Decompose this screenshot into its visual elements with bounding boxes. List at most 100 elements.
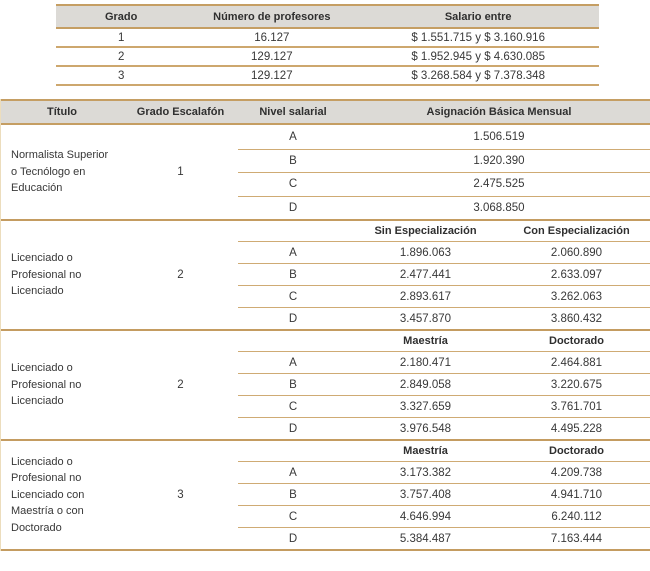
nivel-cell: C	[288, 290, 298, 303]
nivel-cell: D	[288, 201, 298, 214]
subheader-row: Maestría Doctorado	[238, 441, 650, 461]
grado-escalafon-cell: 3	[177, 489, 184, 501]
asignacion-cell: 3.220.675	[550, 378, 603, 391]
numero-cell: 129.127	[251, 50, 293, 63]
col-header-numero-profesores: Número de profesores	[213, 10, 331, 23]
level-row: B 2.849.058 3.220.675	[238, 373, 650, 395]
asignacion-cell: 2.060.890	[550, 246, 603, 259]
salario-cell: $ 3.268.584 y $ 7.378.348	[411, 69, 545, 82]
asignacion-cell: 3.757.408	[399, 488, 452, 501]
asignacion-cell: 3.761.701	[550, 400, 603, 413]
nivel-cell: B	[289, 378, 297, 391]
titulo-cell: Licenciado o Profesional no Licenciado c…	[11, 455, 85, 534]
asignacion-cell: 3.976.548	[399, 422, 452, 435]
col-header-grado-escalafon: Grado Escalafón	[136, 106, 225, 118]
titulo-cell: Licenciado o Profesional no Licenciado	[11, 362, 82, 408]
grado-escalafon-cell: 1	[177, 166, 184, 178]
subheader-con-especializacion: Con Especialización	[523, 225, 630, 237]
salary-group-normalista: Normalista Superior o Tecnólogo en Educa…	[1, 125, 650, 221]
level-row: D 5.384.487 7.163.444	[238, 527, 650, 549]
level-row: D 3.976.548 4.495.228	[238, 417, 650, 439]
level-row: B 3.757.408 4.941.710	[238, 483, 650, 505]
nivel-cell: B	[289, 154, 297, 167]
nivel-cell: D	[288, 532, 298, 545]
level-row: C 2.475.525	[238, 172, 650, 196]
numero-cell: 16.127	[254, 31, 290, 44]
salary-scale-table: Título Grado Escalafón Nivel salarial As…	[0, 99, 650, 551]
summary-header-row: Grado Número de profesores Salario entre	[56, 6, 599, 29]
nivel-cell: A	[289, 130, 297, 143]
col-header-salario-entre: Salario entre	[444, 10, 512, 23]
subheader-row: Sin Especialización Con Especialización	[238, 221, 650, 241]
grado-escalafon-cell: 2	[177, 379, 184, 391]
level-row: B 2.477.441 2.633.097	[238, 263, 650, 285]
asignacion-cell: 2.477.441	[399, 268, 452, 281]
level-row: A 2.180.471 2.464.881	[238, 351, 650, 373]
titulo-cell: Licenciado o Profesional no Licenciado	[11, 252, 82, 298]
subheader-maestria: Maestría	[403, 445, 448, 457]
asignacion-cell: 2.475.525	[473, 178, 525, 191]
asignacion-cell: 1.896.063	[399, 246, 452, 259]
col-header-titulo: Título	[47, 106, 77, 118]
asignacion-cell: 4.941.710	[550, 488, 603, 501]
asignacion-cell: 7.163.444	[550, 532, 603, 545]
asignacion-cell: 2.180.471	[399, 356, 452, 369]
grado-escalafon-cell: 2	[177, 269, 184, 281]
levels-block: Sin Especialización Con Especialización …	[238, 221, 650, 329]
nivel-cell: C	[288, 400, 298, 413]
salary-header-row: Título Grado Escalafón Nivel salarial As…	[1, 99, 650, 125]
asignacion-cell: 3.173.382	[399, 466, 452, 479]
subheader-doctorado: Doctorado	[549, 335, 604, 347]
col-header-nivel-salarial: Nivel salarial	[259, 106, 327, 118]
salary-group-licenciado-con-posgrado: Licenciado o Profesional no Licenciado c…	[1, 441, 650, 551]
table-row: 3 129.127 $ 3.268.584 y $ 7.378.348	[56, 67, 599, 86]
nivel-cell: C	[288, 178, 298, 191]
nivel-cell: A	[289, 356, 297, 369]
asignacion-cell: 4.646.994	[399, 510, 452, 523]
level-row: A 1.506.519	[238, 125, 650, 149]
level-row: B 1.920.390	[238, 148, 650, 173]
subheader-sin-especializacion: Sin Especialización	[374, 225, 477, 237]
salary-group-licenciado-maestria: Licenciado o Profesional no Licenciado 2…	[1, 331, 650, 441]
asignacion-cell: 2.464.881	[550, 356, 603, 369]
asignacion-cell: 4.495.228	[550, 422, 603, 435]
level-row: A 3.173.382 4.209.738	[238, 461, 650, 483]
asignacion-cell: 2.893.617	[399, 290, 452, 303]
salario-cell: $ 1.551.715 y $ 3.160.916	[411, 31, 545, 44]
asignacion-cell: 3.860.432	[550, 312, 603, 325]
levels-block: Maestría Doctorado A 3.173.382 4.209.738…	[238, 441, 650, 549]
level-row: A 1.896.063 2.060.890	[238, 241, 650, 263]
asignacion-cell: 1.506.519	[473, 130, 525, 143]
numero-cell: 129.127	[251, 69, 293, 82]
asignacion-cell: 6.240.112	[551, 510, 602, 523]
grado-cell: 1	[117, 31, 125, 44]
subheader-maestria: Maestría	[403, 335, 448, 347]
salary-group-licenciado-especializacion: Licenciado o Profesional no Licenciado 2…	[1, 221, 650, 331]
titulo-cell: Normalista Superior o Tecnólogo en Educa…	[11, 149, 109, 195]
asignacion-cell: 3.068.850	[473, 201, 525, 214]
nivel-cell: B	[289, 488, 297, 501]
grado-cell: 3	[117, 69, 125, 82]
level-row: C 4.646.994 6.240.112	[238, 505, 650, 527]
asignacion-cell: 3.327.659	[399, 400, 452, 413]
professors-summary-table: Grado Número de profesores Salario entre…	[56, 4, 599, 86]
asignacion-cell: 3.457.870	[399, 312, 452, 325]
nivel-cell: A	[289, 466, 297, 479]
asignacion-cell: 2.633.097	[550, 268, 603, 281]
level-row: C 3.327.659 3.761.701	[238, 395, 650, 417]
table-row: 1 16.127 $ 1.551.715 y $ 3.160.916	[56, 29, 599, 48]
subheader-doctorado: Doctorado	[549, 445, 604, 457]
asignacion-cell: 4.209.738	[550, 466, 603, 479]
levels-block: A 1.506.519 B 1.920.390 C 2.475.525 D 3.…	[238, 125, 650, 219]
asignacion-cell: 3.262.063	[550, 290, 603, 303]
level-row: C 2.893.617 3.262.063	[238, 285, 650, 307]
level-row: D 3.457.870 3.860.432	[238, 307, 650, 329]
nivel-cell: C	[288, 510, 298, 523]
grado-cell: 2	[117, 50, 125, 63]
asignacion-cell: 1.920.390	[473, 154, 525, 167]
nivel-cell: D	[288, 422, 298, 435]
levels-block: Maestría Doctorado A 2.180.471 2.464.881…	[238, 331, 650, 439]
table-row: 2 129.127 $ 1.952.945 y $ 4.630.085	[56, 48, 599, 67]
salario-cell: $ 1.952.945 y $ 4.630.085	[411, 50, 545, 63]
nivel-cell: D	[288, 312, 298, 325]
